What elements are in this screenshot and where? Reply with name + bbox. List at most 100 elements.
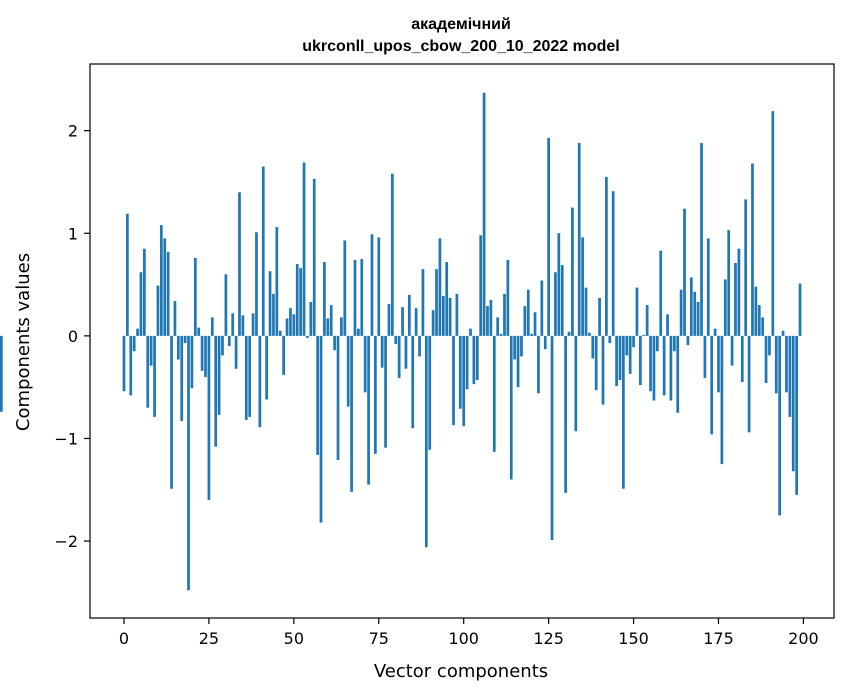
bar-component-19	[187, 335, 190, 591]
bar-component-112	[503, 293, 506, 336]
bar-component-undefined	[0, 335, 3, 412]
bar-component-69	[357, 328, 360, 336]
bar-component-166	[686, 335, 690, 346]
bar-component-52	[299, 268, 302, 336]
bar-component-60	[326, 318, 330, 336]
bar-component-197	[791, 335, 795, 472]
bar-component-138	[591, 335, 595, 359]
bar-component-132	[571, 207, 574, 336]
bar-component-81	[397, 335, 401, 378]
bar-component-65	[343, 240, 347, 336]
bar-component-4	[136, 328, 139, 336]
bar-component-58	[319, 335, 323, 523]
bar-component-194	[781, 330, 785, 336]
bar-component-169	[696, 302, 700, 336]
bar-component-42	[265, 335, 269, 400]
bar-component-146	[618, 335, 622, 380]
bar-component-107	[486, 306, 489, 336]
bar-component-18	[183, 335, 187, 344]
bar-component-31	[227, 335, 231, 347]
bar-component-171	[703, 335, 707, 378]
bar-component-44	[272, 293, 275, 336]
bar-component-174	[713, 328, 717, 336]
bar-component-130	[564, 335, 567, 493]
bar-component-124	[543, 335, 547, 350]
bar-component-157	[655, 335, 659, 352]
bar-component-195	[785, 335, 788, 393]
bar-component-17	[180, 335, 184, 422]
bar-component-21	[193, 257, 197, 336]
bar-component-170	[700, 143, 703, 336]
y-tick-label: −1	[54, 429, 78, 448]
bar-component-13	[166, 251, 170, 336]
x-tick-label: 150	[618, 629, 649, 648]
bar-component-190	[768, 335, 771, 356]
bar-component-135	[581, 237, 584, 336]
bar-component-43	[268, 271, 272, 336]
bar-component-9	[153, 335, 156, 417]
bar-component-187	[757, 305, 761, 336]
bar-component-109	[492, 335, 496, 452]
bar-component-101	[465, 335, 469, 390]
bar-component-86	[414, 308, 418, 336]
bar-component-110	[496, 317, 500, 336]
bar-component-188	[761, 317, 765, 336]
bar-component-53	[302, 162, 306, 336]
bar-component-131	[567, 331, 571, 336]
bar-component-119	[526, 289, 530, 336]
bar-component-143	[608, 335, 612, 344]
x-axis-label: Vector components	[374, 661, 548, 682]
bar-component-134	[577, 143, 581, 336]
bar-component-0	[122, 335, 126, 392]
bar-component-70	[360, 258, 364, 336]
bar-component-54	[306, 335, 309, 338]
bar-component-108	[489, 299, 493, 336]
bar-component-11	[159, 225, 163, 336]
bar-component-113	[506, 259, 510, 336]
bar-component-73	[370, 234, 374, 336]
x-tick-label: 125	[533, 629, 564, 648]
bar-component-67	[350, 335, 353, 492]
bar-component-22	[197, 327, 201, 336]
bar-component-32	[231, 313, 235, 336]
bar-component-10	[156, 285, 160, 336]
y-tick-label: 1	[68, 224, 78, 243]
bar-component-83	[404, 335, 408, 369]
bar-component-90	[428, 335, 432, 450]
bar-component-87	[418, 335, 421, 357]
bar-component-75	[377, 237, 381, 336]
bar-component-149	[628, 335, 632, 374]
bar-component-189	[764, 335, 768, 384]
bar-component-140	[598, 297, 601, 336]
bar-component-56	[312, 178, 316, 336]
bar-component-78	[387, 304, 391, 336]
bar-component-79	[391, 173, 394, 336]
bar-component-33	[234, 335, 238, 369]
bar-component-152	[639, 335, 642, 386]
bar-component-151	[635, 287, 639, 336]
bar-component-133	[574, 335, 578, 432]
bar-component-156	[652, 335, 656, 401]
bar-component-191	[771, 111, 775, 336]
bar-component-127	[554, 272, 557, 336]
bar-component-193	[778, 335, 781, 516]
bar-component-64	[340, 317, 343, 336]
bar-component-160	[666, 314, 669, 336]
x-tick-label: 75	[369, 629, 389, 648]
bar-component-28	[217, 335, 221, 415]
bar-component-142	[605, 176, 608, 336]
bar-component-14	[170, 335, 173, 489]
bar-component-168	[693, 291, 697, 336]
bar-component-178	[727, 230, 731, 336]
bar-component-35	[241, 315, 245, 336]
bar-component-153	[642, 334, 646, 336]
bar-component-26	[210, 317, 214, 336]
bar-component-30	[224, 274, 228, 336]
bar-component-66	[346, 335, 350, 407]
x-tick-label: 50	[284, 629, 304, 648]
bar-component-150	[632, 335, 635, 348]
bar-component-23	[200, 335, 204, 371]
bar-component-162	[672, 335, 676, 352]
bar-component-99	[458, 335, 462, 409]
